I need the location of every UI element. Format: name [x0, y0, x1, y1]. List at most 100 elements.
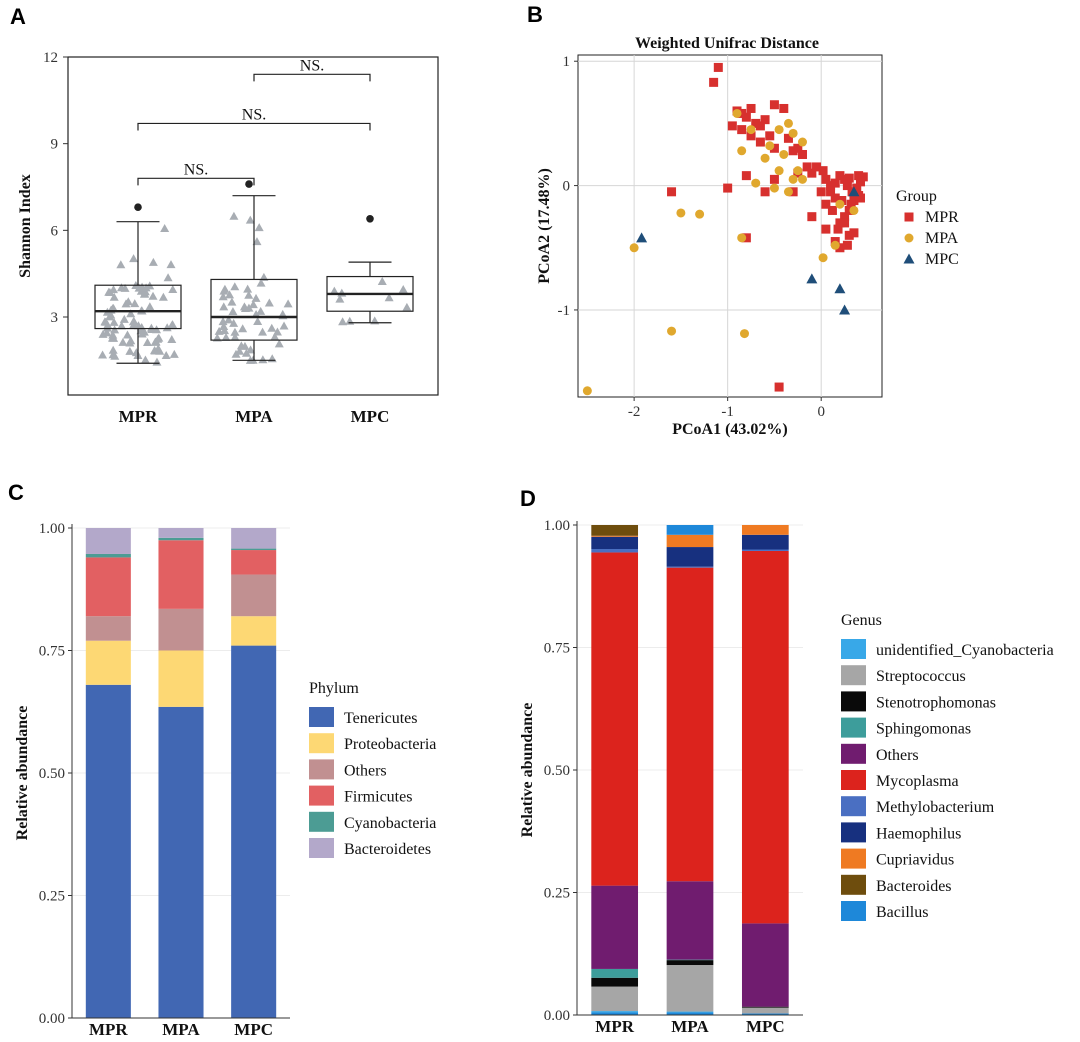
data-point-mpr: [770, 175, 779, 184]
data-point-a: [378, 277, 387, 285]
bar-segment-haemophilus: [742, 535, 789, 550]
data-point-a: [145, 302, 154, 310]
legend-label-bacteroides: Bacteroides: [876, 878, 952, 895]
bar-segment-others: [86, 616, 131, 641]
data-point-mpa: [676, 208, 685, 217]
legend-swatch-others: [841, 744, 866, 764]
legend-label-methylobacterium: Methylobacterium: [876, 799, 995, 816]
data-point-a: [168, 320, 177, 328]
significance-label: NS.: [184, 161, 208, 178]
legend-swatch-mpc: [904, 254, 915, 264]
data-point-mpa: [747, 125, 756, 134]
legend-label-firmicutes: Firmicutes: [344, 789, 412, 806]
data-point-a: [118, 338, 127, 346]
data-point-mpr: [828, 206, 837, 215]
x-tick-label-b: -2: [628, 404, 641, 420]
bar-segment-tenericutes: [86, 685, 131, 1018]
bar-segment-streptococcus: [667, 965, 714, 1012]
legend-swatch-bacillus: [841, 901, 866, 921]
data-point-mpa: [737, 146, 746, 155]
data-point-a: [129, 317, 138, 325]
data-point-mpa: [733, 109, 742, 118]
y-tick-label-c: 0.00: [39, 1011, 65, 1027]
legend-swatch-others: [309, 759, 334, 779]
y-tick-label-d: 0.25: [544, 886, 570, 902]
data-point-a: [160, 224, 169, 232]
data-point-mpr: [798, 150, 807, 159]
data-point-mpa: [737, 233, 746, 242]
data-point-a: [116, 260, 125, 268]
data-point-a: [243, 285, 252, 293]
significance-bracket: [254, 74, 370, 81]
data-point-a: [129, 254, 138, 262]
data-point-mpr: [775, 383, 784, 392]
data-point-mpr: [859, 172, 868, 181]
legend-swatch-streptococcus: [841, 665, 866, 685]
legend-swatch-stenotrophomonas: [841, 691, 866, 711]
x-tick-label-mpc: MPC: [351, 407, 390, 426]
data-point-mpa: [583, 386, 592, 395]
data-point-a: [125, 347, 134, 355]
x-tick-label-mpr: MPR: [595, 1017, 634, 1036]
data-point-mpr: [714, 63, 723, 72]
y-tick-label-c: 0.75: [39, 644, 65, 660]
legend-swatch-tenericutes: [309, 707, 334, 727]
data-point-mpr: [843, 241, 852, 250]
significance-label: NS.: [300, 57, 324, 74]
data-point-a: [345, 317, 354, 325]
data-point-a: [98, 351, 107, 359]
legend-swatch-mycoplasma: [841, 770, 866, 790]
data-point-mpr: [840, 218, 849, 227]
bar-segment-firmicutes: [231, 550, 276, 575]
bar-segment-unidentified_cyanobacteria: [591, 1011, 638, 1012]
data-point-mpr: [742, 113, 751, 122]
data-point-a: [267, 324, 276, 332]
data-point-mpr: [737, 125, 746, 134]
y-tick-label-b: -1: [558, 303, 571, 319]
data-point-a: [284, 299, 293, 307]
x-axis-label-b: PCoA1 (43.02%): [672, 421, 788, 438]
y-tick-label-a: 3: [51, 310, 59, 326]
data-point-a: [230, 282, 239, 290]
bar-segment-bacteroidetes: [86, 528, 131, 554]
bar-segment-bacteroides: [591, 525, 638, 536]
data-point-mpr: [819, 166, 828, 175]
legend-label-bacillus: Bacillus: [876, 904, 928, 921]
data-point-a: [338, 317, 347, 325]
y-axis-label-c: Relative abundance: [14, 706, 31, 841]
data-point-a: [141, 355, 150, 363]
data-point-a: [238, 324, 247, 332]
data-point-mpa: [765, 141, 774, 150]
bar-segment-cupriavidus: [591, 536, 638, 537]
legend-label-mycoplasma: Mycoplasma: [876, 773, 959, 790]
data-point-mpr: [742, 171, 751, 180]
panel-letter-c: C: [8, 480, 24, 505]
bar-segment-methylobacterium: [742, 550, 789, 551]
data-point-a: [149, 258, 158, 266]
bar-segment-mycoplasma: [591, 552, 638, 885]
data-point-mpa: [793, 166, 802, 175]
panel-letter-a: A: [10, 4, 26, 29]
legend-swatch-mpr: [905, 213, 914, 222]
legend-swatch-cupriavidus: [841, 849, 866, 869]
bar-segment-cyanobacteria: [158, 538, 203, 540]
data-point-a: [229, 212, 238, 220]
y-axis-label-b: PCoA2 (17.48%): [536, 168, 553, 284]
data-point-a: [228, 307, 237, 315]
data-point-a: [337, 289, 346, 297]
y-tick-label-b: 1: [563, 54, 571, 70]
x-tick-label-b: -1: [721, 404, 734, 420]
data-point-a: [162, 351, 171, 359]
data-point-mpr: [779, 104, 788, 113]
data-point-mpa: [695, 210, 704, 219]
y-tick-label-a: 12: [43, 50, 58, 66]
bar-segment-others: [667, 881, 714, 959]
legend-label-streptococcus: Streptococcus: [876, 668, 966, 685]
x-tick-label-mpa: MPA: [671, 1017, 709, 1036]
bar-segment-tenericutes: [231, 646, 276, 1018]
legend-swatch-proteobacteria: [309, 733, 334, 753]
data-point-a: [132, 348, 141, 356]
data-point-a: [258, 355, 267, 363]
data-point-mpa: [784, 187, 793, 196]
